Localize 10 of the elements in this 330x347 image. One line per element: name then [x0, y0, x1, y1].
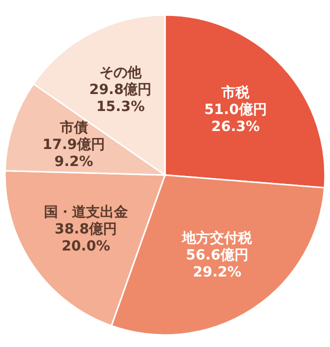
slice-label: 国・道支出金 — [44, 204, 129, 220]
slice-label: 市税 — [220, 84, 251, 101]
data-label: 29.8億円 15.3% — [89, 80, 152, 115]
data-label: 38.8億円 20.0% — [54, 220, 118, 254]
slice-label: 地方交付税 — [181, 229, 254, 246]
data-label: 51.0億円 26.3% — [204, 100, 267, 135]
slice-label: 市債 — [58, 118, 88, 136]
slice-label: その他 — [99, 64, 142, 81]
data-label: 17.9億円 9.2% — [42, 136, 106, 170]
data-label: 56.6億円 29.2% — [186, 246, 248, 280]
